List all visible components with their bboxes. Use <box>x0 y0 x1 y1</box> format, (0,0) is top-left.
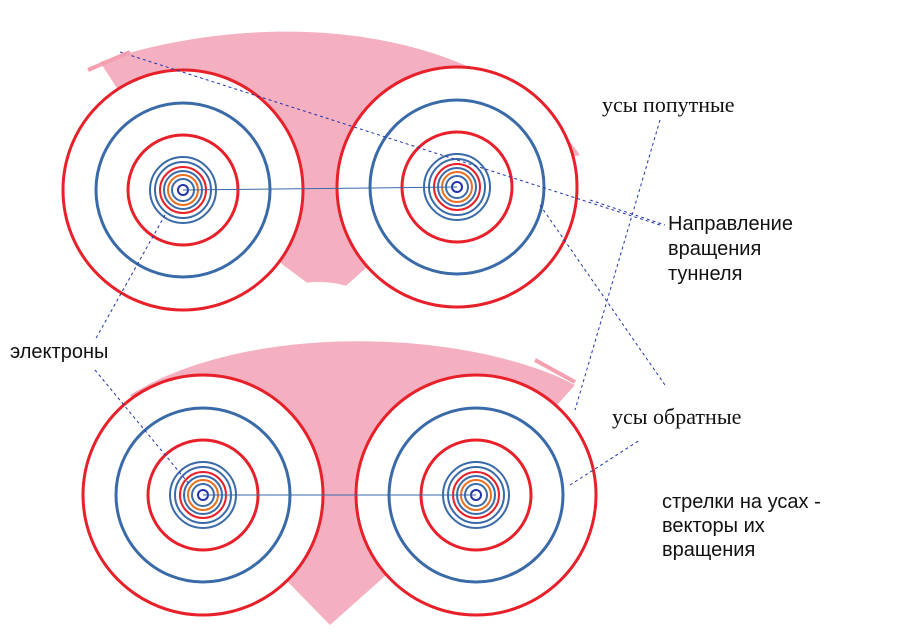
label: вращения <box>662 539 755 561</box>
label: электроны <box>10 341 108 363</box>
label: туннеля <box>668 263 742 285</box>
label: вращения <box>668 238 761 260</box>
label: векторы их <box>662 515 765 537</box>
label: стрелки на усах - <box>662 491 821 513</box>
gap <box>270 308 366 336</box>
label: усы обратные <box>612 404 741 429</box>
diagram: усы попутные Направление вращения туннел… <box>0 0 898 634</box>
label: усы попутные <box>602 92 735 117</box>
label: Направление <box>668 213 793 235</box>
